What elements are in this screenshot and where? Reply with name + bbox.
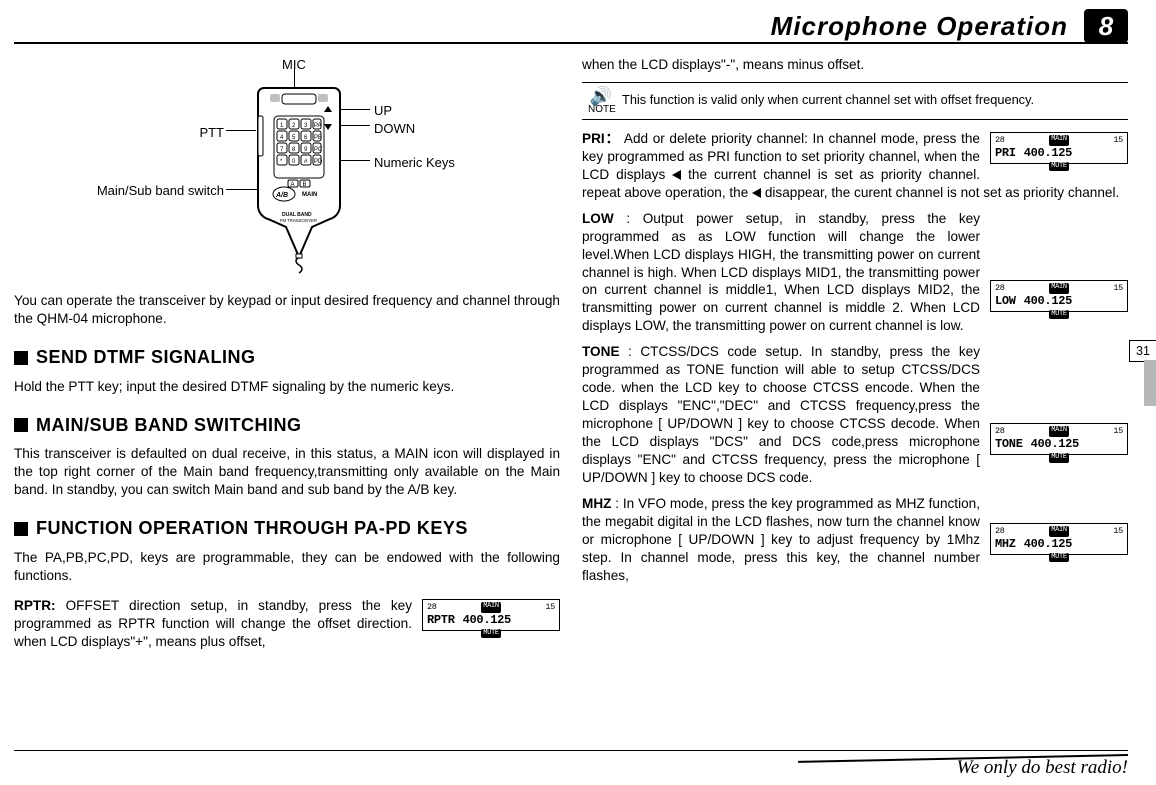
- pri-label: PRI：: [582, 131, 620, 146]
- tone-text: : CTCSS/DCS code setup. In standby, pres…: [582, 344, 980, 485]
- page-number: 31: [1129, 340, 1156, 362]
- page-title: Microphone Operation: [771, 11, 1068, 42]
- right-column: when the LCD displays"-", means minus of…: [582, 52, 1128, 739]
- note-text: This function is valid only when current…: [622, 92, 1034, 109]
- rptr-label: RPTR:: [14, 598, 56, 613]
- svg-text:PA: PA: [314, 123, 322, 129]
- pri-paragraph: 28MAIN15 PRI400.125 MUTE PRI： Add or del…: [582, 130, 1128, 202]
- label-numeric: Numeric Keys: [374, 154, 455, 171]
- label-up: UP: [374, 102, 392, 119]
- low-label: LOW: [582, 211, 614, 226]
- svg-text:FM TRANSCEIVER: FM TRANSCEIVER: [280, 218, 317, 223]
- mhz-text: : In VFO mode, press the key programmed …: [582, 496, 980, 583]
- page: Microphone Operation 8 31 MIC UP DOWN Nu…: [0, 0, 1156, 785]
- left-triangle-icon: [752, 188, 761, 198]
- section-heading: FUNCTION OPERATION THROUGH PA-PD KEYS: [36, 517, 468, 541]
- svg-text:PC: PC: [314, 147, 323, 153]
- svg-text:PD: PD: [314, 159, 323, 165]
- section-heading: MAIN/SUB BAND SWITCHING: [36, 414, 302, 438]
- note-bar: 🔊NOTE This function is valid only when c…: [582, 82, 1128, 120]
- lcd-rptr: 28MAIN15 RPTR400.125 MUTE: [422, 599, 560, 631]
- page-header: Microphone Operation 8: [771, 8, 1128, 44]
- lcd-pri: 28MAIN15 PRI400.125 MUTE: [990, 132, 1128, 164]
- side-thumb-tab: [1144, 360, 1156, 406]
- square-bullet-icon: [14, 351, 28, 365]
- microphone-illustration: 123PA 456PB 789PC *0#PD A B MAIN A/B: [244, 80, 354, 280]
- minus-offset-text: when the LCD displays"-", means minus of…: [582, 56, 1128, 74]
- mic-diagram: MIC UP DOWN Numeric Keys PTT Main/Sub ba…: [14, 62, 560, 282]
- rptr-paragraph: 28MAIN15 RPTR400.125 MUTE RPTR: OFFSET d…: [14, 597, 560, 651]
- content-columns: MIC UP DOWN Numeric Keys PTT Main/Sub ba…: [14, 52, 1128, 739]
- chapter-badge: 8: [1084, 9, 1128, 43]
- intro-text: You can operate the transceiver by keypa…: [14, 292, 560, 328]
- dtmf-text: Hold the PTT key; input the desired DTMF…: [14, 378, 560, 396]
- slogan: We only do best radio!: [957, 757, 1128, 779]
- svg-text:A/B: A/B: [275, 192, 288, 199]
- header-rule: [14, 42, 1128, 44]
- low-text: : Output power setup, in standby, press …: [582, 211, 980, 334]
- mhz-label: MHZ: [582, 496, 611, 511]
- label-down: DOWN: [374, 120, 415, 137]
- left-triangle-icon: [672, 170, 681, 180]
- footer-rule: [14, 750, 1128, 751]
- lcd-mhz: 28MAIN15 MHZ400.125 MUTE: [990, 523, 1128, 555]
- tone-paragraph: 28MAIN15 TONE400.125 MUTE TONE : CTCSS/D…: [582, 343, 1128, 487]
- lcd-low: 28MAIN15 LOW400.125 MUTE: [990, 280, 1128, 312]
- left-column: MIC UP DOWN Numeric Keys PTT Main/Sub ba…: [14, 52, 560, 739]
- mhz-paragraph: 28MAIN15 MHZ400.125 MUTE MHZ : In VFO mo…: [582, 495, 1128, 585]
- lcd-tone: 28MAIN15 TONE400.125 MUTE: [990, 423, 1128, 455]
- section-send-dtmf: SEND DTMF SIGNALING: [14, 346, 560, 370]
- mainsub-text: This transceiver is defaulted on dual re…: [14, 445, 560, 499]
- svg-text:MAIN: MAIN: [302, 192, 317, 198]
- low-paragraph: 28MAIN15 LOW400.125 MUTE LOW : Output po…: [582, 210, 1128, 336]
- rptr-text: OFFSET direction setup, in standby, pres…: [14, 598, 412, 649]
- papd-intro: The PA,PB,PC,PD, keys are programmable, …: [14, 549, 560, 585]
- label-ptt: PTT: [134, 124, 224, 141]
- pri-text-c: disappear, the curent channel is not set…: [765, 185, 1119, 200]
- section-heading: SEND DTMF SIGNALING: [36, 346, 256, 370]
- svg-text:B: B: [303, 182, 307, 188]
- square-bullet-icon: [14, 522, 28, 536]
- svg-text:PB: PB: [314, 135, 322, 141]
- section-papd: FUNCTION OPERATION THROUGH PA-PD KEYS: [14, 517, 560, 541]
- label-mainsub: Main/Sub band switch: [42, 182, 224, 199]
- section-mainsub: MAIN/SUB BAND SWITCHING: [14, 414, 560, 438]
- square-bullet-icon: [14, 418, 28, 432]
- svg-text:A: A: [291, 182, 295, 188]
- tone-label: TONE: [582, 344, 620, 359]
- note-icon: 🔊NOTE: [588, 87, 614, 115]
